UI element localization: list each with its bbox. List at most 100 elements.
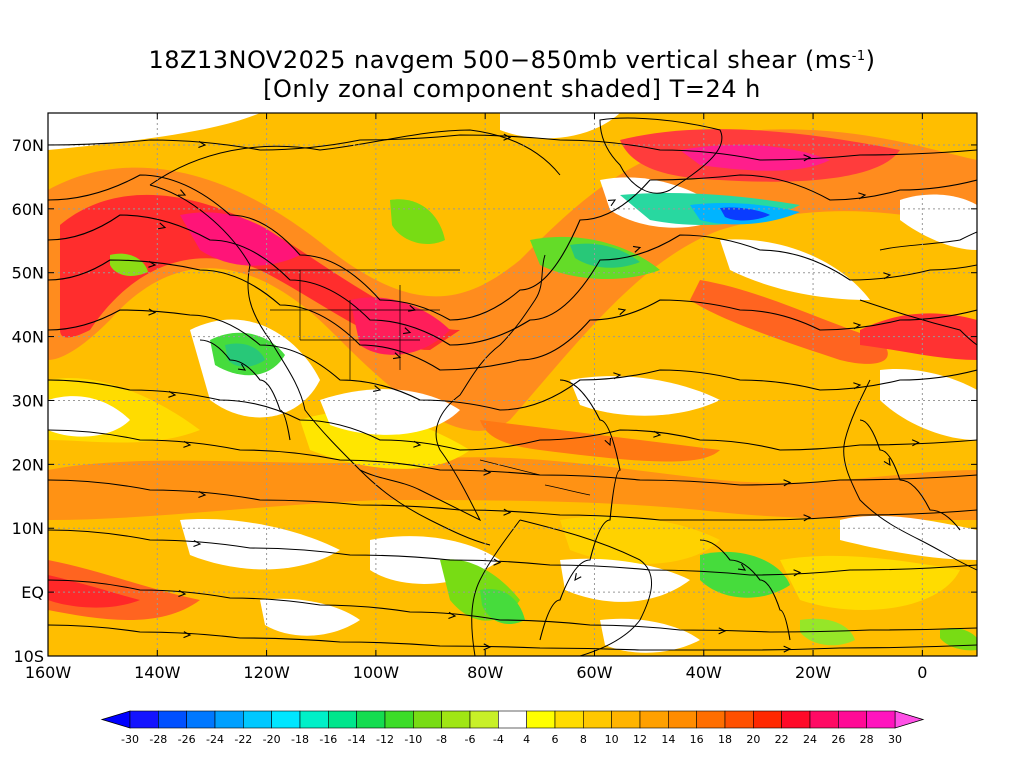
streamline (48, 529, 977, 576)
colorbar-label: 26 (831, 733, 845, 746)
streamline (48, 309, 977, 411)
colorbar-swatch (328, 710, 357, 729)
streamline-arrow (803, 514, 812, 522)
lat-label: 50N (12, 264, 44, 283)
colorbar-label: -8 (436, 733, 447, 746)
streamline (48, 174, 977, 321)
streamline-arrow (493, 558, 502, 566)
streamline-arrow (607, 199, 617, 207)
streamline-arrow (237, 363, 247, 371)
streamline-arrow (803, 154, 812, 162)
streamline (48, 134, 977, 161)
streamline-arrow (148, 308, 157, 316)
colorbar-label: -20 (263, 733, 281, 746)
streamline-arrow (632, 245, 642, 253)
streamlines (48, 133, 977, 653)
title-line-2: [Only zonal component shaded] T=24 h (263, 75, 761, 103)
colorbar-label: 30 (888, 733, 902, 746)
streamline-arrow (483, 643, 492, 651)
colorbar-high-arrow (894, 710, 925, 729)
colorbar-swatch (158, 710, 187, 729)
colorbar-label: 20 (746, 733, 760, 746)
streamline-arrow (604, 437, 612, 447)
colorbar-label: 10 (605, 733, 619, 746)
streamline-arrow (883, 457, 891, 467)
streamline (48, 624, 977, 651)
colorbar-label: 24 (803, 733, 817, 746)
streamline-arrow (193, 539, 202, 548)
lon-label: 160W (25, 663, 72, 682)
lat-label: EQ (21, 583, 44, 602)
streamline-arrow (911, 439, 920, 447)
lon-label: 20W (795, 663, 831, 682)
colorbar-label: -22 (234, 733, 252, 746)
colorbar-label: 6 (552, 733, 559, 746)
colorbar-swatch (639, 710, 669, 729)
streamline (48, 579, 977, 633)
colorbar-swatch (271, 710, 301, 729)
shear-shading (48, 113, 977, 656)
streamline-arrow (503, 508, 512, 516)
colorbar-swatch (781, 710, 811, 729)
streamline-arrow (793, 569, 802, 577)
lat-label: 10S (13, 647, 44, 666)
colorbar-swatch (724, 710, 754, 729)
colorbar-label: 16 (690, 733, 704, 746)
streamline-arrow (178, 589, 187, 597)
colorbar-label: -16 (319, 733, 337, 746)
colorbar-label: -18 (291, 733, 309, 746)
streamline (48, 259, 977, 371)
colorbar-label: -6 (465, 733, 476, 746)
streamline-arrow (653, 430, 662, 438)
lon-label: 0 (917, 663, 927, 682)
colorbar-swatch (866, 710, 896, 729)
colorbar-label: 28 (860, 733, 874, 746)
colorbar-low-arrow (100, 710, 131, 729)
streamline-arrow (718, 627, 727, 635)
colorbar-swatch (809, 710, 839, 729)
colorbar-swatch (214, 710, 244, 729)
lat-label: 70N (12, 136, 44, 155)
lat-label: 60N (12, 200, 44, 219)
colorbar-swatch (526, 710, 556, 729)
colorbar-swatch (413, 710, 442, 729)
streamline-arrow (783, 479, 792, 487)
gridlines (48, 113, 977, 656)
streamline (48, 379, 977, 451)
streamline-arrow (853, 382, 862, 390)
colorbar-swatch (384, 710, 414, 729)
streamline-arrow (168, 390, 177, 398)
streamline-arrow (413, 440, 422, 448)
lat-label: 10N (12, 519, 44, 538)
colorbar-swatch (554, 710, 584, 729)
colorbar-label: -12 (376, 733, 394, 746)
streamline-arrow (198, 490, 207, 498)
colorbar-swatch (356, 710, 386, 729)
colorbar-label: 22 (775, 733, 789, 746)
colorbar-label: -30 (121, 733, 139, 746)
streamline (699, 539, 791, 641)
streamline (199, 339, 291, 441)
lon-label: 120W (243, 663, 290, 682)
streamline (48, 429, 977, 486)
coastlines (149, 117, 977, 656)
streamline-arrow (783, 645, 792, 653)
streamline (48, 479, 977, 521)
streamline-arrow (392, 352, 402, 360)
longitude-labels: 160W 140W 120W 100W 80W 60W 40W 20W 0 (25, 663, 928, 682)
streamline-arrow (503, 133, 512, 141)
streamline-arrow (177, 189, 187, 196)
lat-label: 20N (12, 455, 44, 474)
streamline-arrow (148, 260, 157, 268)
streamline-arrow (618, 308, 627, 316)
colorbar-label: -28 (149, 733, 167, 746)
colorbar-label: -4 (493, 733, 504, 746)
colorbar-swatch (668, 710, 697, 729)
colorbar-label: 18 (718, 733, 732, 746)
colorbar-swatch (498, 710, 527, 729)
colorbar-label: -24 (206, 733, 224, 746)
streamline-arrow (483, 468, 492, 476)
streamline (859, 419, 961, 531)
colorbar-swatch (299, 710, 329, 729)
streamline-arrow (853, 322, 862, 330)
